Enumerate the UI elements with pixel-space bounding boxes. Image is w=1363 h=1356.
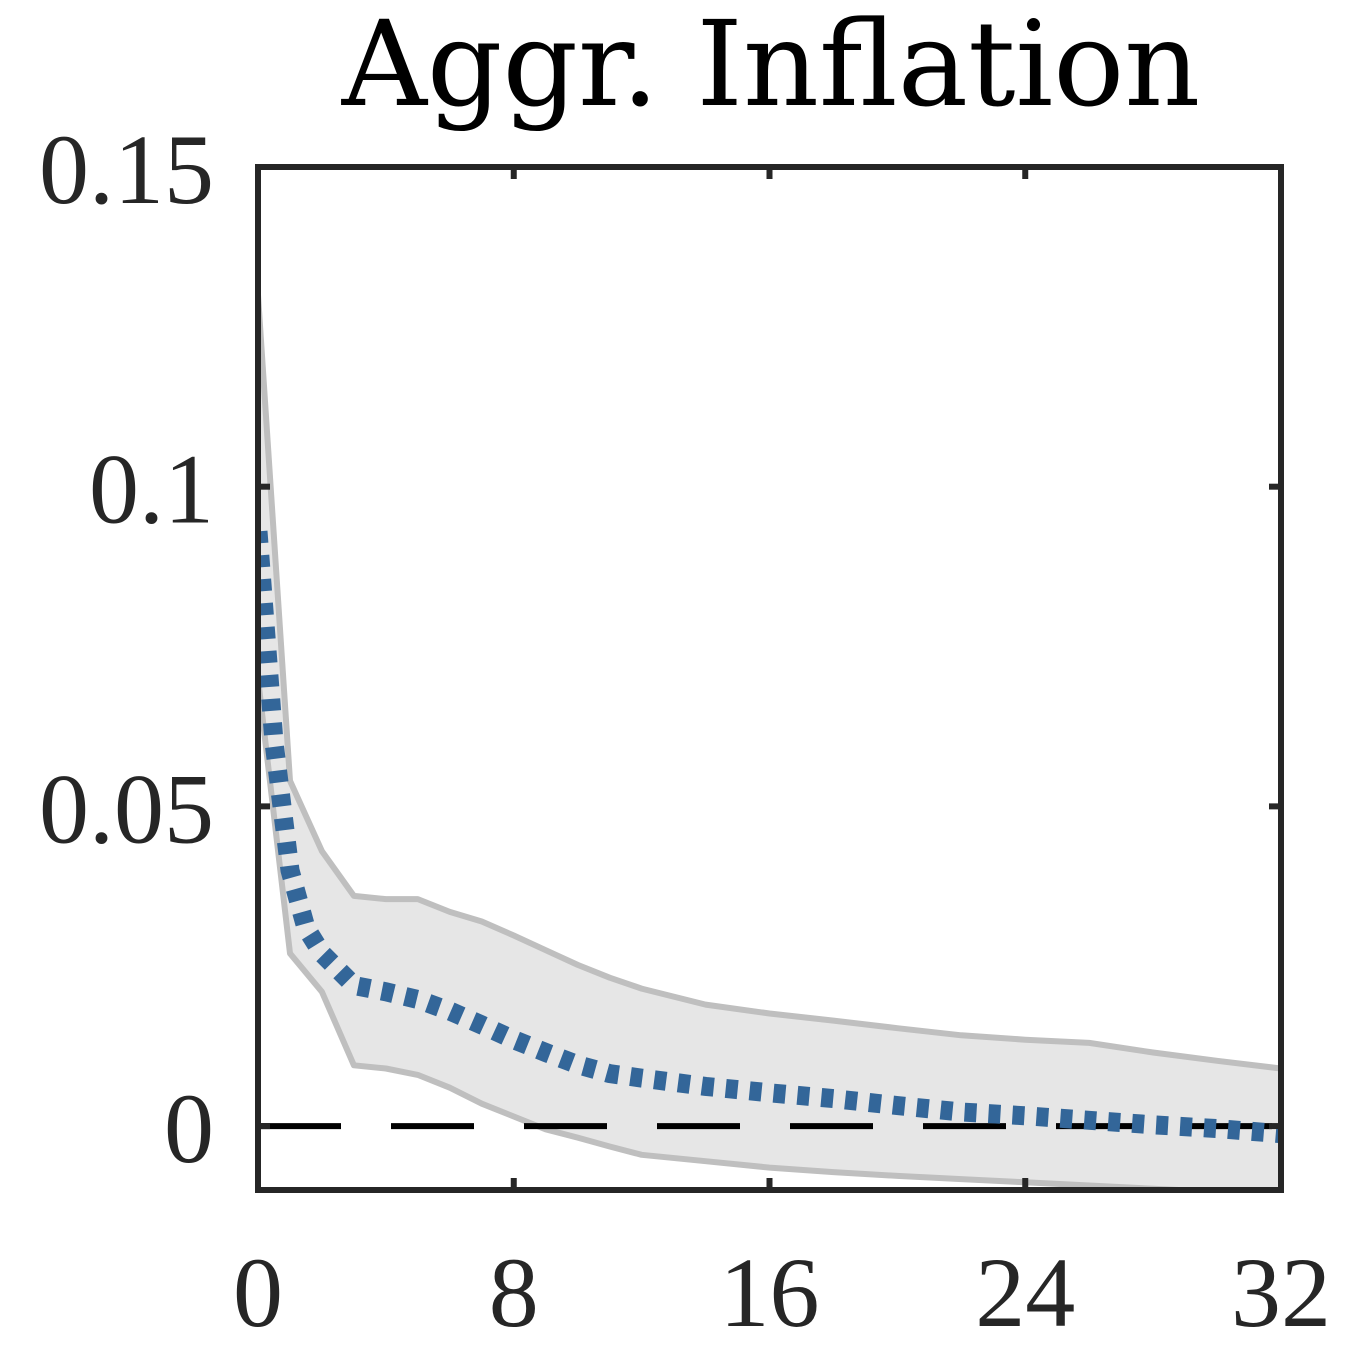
confidence-band xyxy=(258,294,1281,1190)
axes xyxy=(255,164,1284,1193)
y-tick-label: 0 xyxy=(164,1073,214,1184)
x-tick-label: 0 xyxy=(233,1237,283,1348)
y-tick-label: 0.1 xyxy=(89,434,214,545)
y-tick-label: 0.15 xyxy=(39,114,214,225)
x-tick-label: 32 xyxy=(1231,1237,1331,1348)
tick-labels: 0 8 16 24 32 0 0.05 0.1 0.15 xyxy=(39,114,1331,1348)
chart-title: Aggr. Inflation xyxy=(341,0,1201,133)
x-tick-label: 8 xyxy=(489,1237,539,1348)
y-tick-label: 0.05 xyxy=(39,753,214,864)
band-upper-edge xyxy=(258,294,1281,1072)
plot-content xyxy=(258,294,1281,1190)
band-lower-edge xyxy=(258,678,1240,1190)
x-tick-label: 24 xyxy=(975,1237,1075,1348)
plot-area xyxy=(258,294,1281,1190)
x-tick-label: 16 xyxy=(720,1237,820,1348)
